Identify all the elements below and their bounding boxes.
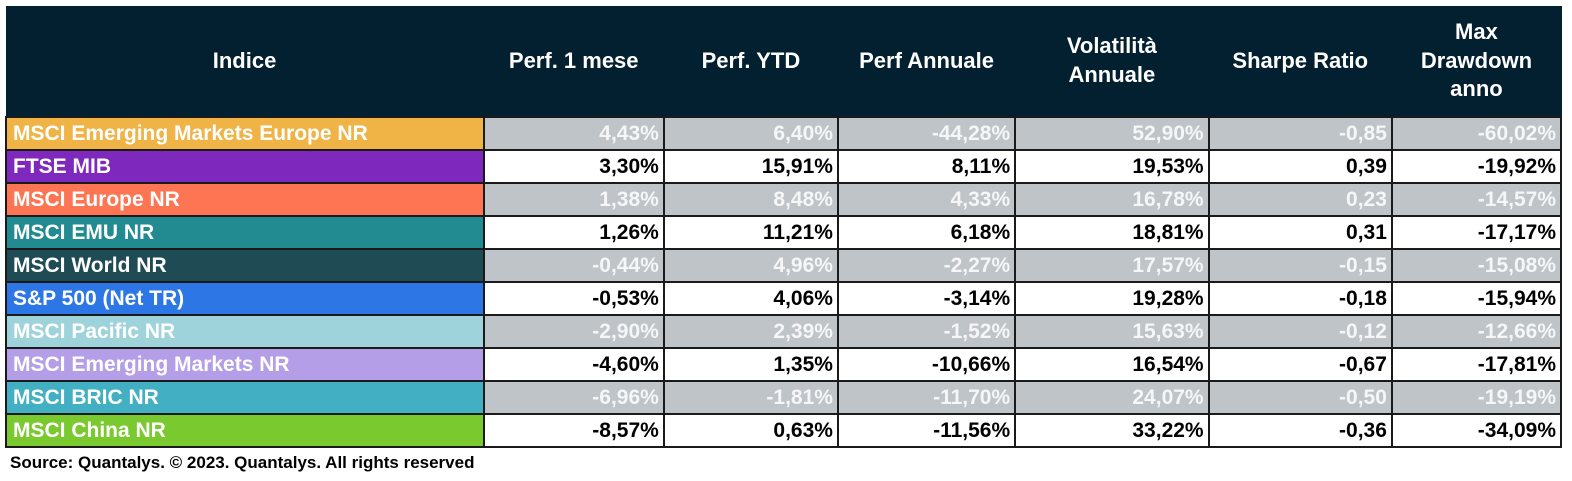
table-row: MSCI China NR -8,57% 0,63% -11,56% 33,22% -0,… <box>5 413 1563 448</box>
table-cell: -14,57% <box>1390 182 1563 217</box>
source-note: Source: Quantalys. © 2023. Quantalys. Al… <box>10 453 475 472</box>
table-cell: -0,67 <box>1207 347 1393 382</box>
table-cell: 0,63% <box>662 413 839 448</box>
table-cell: 4,06% <box>662 281 839 316</box>
table-cell: -0,36 <box>1207 413 1393 448</box>
table-cell: 0,31 <box>1207 215 1393 250</box>
row-index-name: MSCI Pacific NR <box>5 314 485 349</box>
table-cell: -6,96% <box>482 380 665 415</box>
table-cell: 18,81% <box>1014 215 1210 250</box>
table-cell: 2,39% <box>662 314 839 349</box>
table-cell: -17,17% <box>1390 215 1563 250</box>
table-row: FTSE MIB 3,30% 15,91% 8,11% 19,53% 0,39 -19,92… <box>5 149 1563 184</box>
table-cell: 6,40% <box>662 116 839 151</box>
col-header-perf-annual: Perf Annuale <box>837 6 1016 117</box>
table-cell: -11,56% <box>836 413 1017 448</box>
table-cell: -19,92% <box>1390 149 1563 184</box>
table-row: MSCI World NR -0,44% 4,96% -2,27% 17,57% -0,1… <box>5 248 1563 283</box>
table-row: S&P 500 (Net TR) -0,53% 4,06% -3,14% 19,28% -… <box>5 281 1563 316</box>
table-cell: -2,90% <box>482 314 665 349</box>
table-cell: 1,38% <box>482 182 665 217</box>
col-header-index: Indice <box>6 6 485 117</box>
row-index-name: FTSE MIB <box>5 149 485 184</box>
table-row: MSCI Emerging Markets NR -4,60% 1,35% -10,6… <box>5 347 1563 382</box>
table-cell: -1,81% <box>662 380 839 415</box>
table-cell: -0,53% <box>482 281 665 316</box>
table-cell: -15,08% <box>1390 248 1563 283</box>
table-cell: 1,26% <box>482 215 665 250</box>
table-cell: 24,07% <box>1014 380 1210 415</box>
table-cell: -0,50 <box>1207 380 1393 415</box>
table-cell: 3,30% <box>482 149 665 184</box>
table-cell: -34,09% <box>1390 413 1563 448</box>
table-cell: 8,11% <box>836 149 1017 184</box>
table-cell: 17,57% <box>1014 248 1210 283</box>
table-cell: -17,81% <box>1390 347 1563 382</box>
table-cell: 16,78% <box>1014 182 1210 217</box>
row-index-name: MSCI Emerging Markets NR <box>5 347 485 382</box>
col-header-perf-1-month: Perf. 1 mese <box>483 6 665 117</box>
table-cell: -0,12 <box>1207 314 1393 349</box>
table-cell: 1,35% <box>662 347 839 382</box>
table-row: MSCI Emerging Markets Europe NR 4,43% 6,40… <box>5 116 1563 151</box>
col-header-perf-ytd: Perf. YTD <box>663 6 839 117</box>
row-index-name: MSCI China NR <box>5 413 485 448</box>
table-cell: -0,15 <box>1207 248 1393 283</box>
table-row: MSCI Pacific NR -2,90% 2,39% -1,52% 15,63% -0… <box>5 314 1563 349</box>
table-cell: 0,23 <box>1207 182 1393 217</box>
table-cell: -3,14% <box>836 281 1017 316</box>
table-cell: -4,60% <box>482 347 665 382</box>
table-cell: -12,66% <box>1390 314 1563 349</box>
table-cell: 33,22% <box>1014 413 1210 448</box>
table-cell: 6,18% <box>836 215 1017 250</box>
col-header-max-drawdown: Max Drawdown anno <box>1391 6 1562 117</box>
row-index-name: MSCI BRIC NR <box>5 380 485 415</box>
header-row: Indice Perf. 1 mese Perf. YTD Perf Annua… <box>6 6 1562 117</box>
table-cell: 15,91% <box>662 149 839 184</box>
table-row: MSCI BRIC NR -6,96% -1,81% -11,70% 24,07% -0,… <box>5 380 1563 415</box>
table-row: MSCI EMU NR 1,26% 11,21% 6,18% 18,81% 0,31 -17… <box>5 215 1563 250</box>
table-cell: -11,70% <box>836 380 1017 415</box>
table-cell: -19,19% <box>1390 380 1563 415</box>
row-index-name: MSCI World NR <box>5 248 485 283</box>
col-header-volatility: Volatilità Annuale <box>1015 6 1210 117</box>
col-header-sharpe: Sharpe Ratio <box>1208 6 1393 117</box>
table-cell: -0,18 <box>1207 281 1393 316</box>
table-cell: -0,44% <box>482 248 665 283</box>
table-cell: 11,21% <box>662 215 839 250</box>
table-cell: 4,96% <box>662 248 839 283</box>
table-cell: -8,57% <box>482 413 665 448</box>
performance-table: Indice Perf. 1 mese Perf. YTD Perf Annua… <box>5 6 1563 448</box>
table-cell: -15,94% <box>1390 281 1563 316</box>
table-cell: 52,90% <box>1014 116 1210 151</box>
row-index-name: MSCI Europe NR <box>5 182 485 217</box>
table-cell: 15,63% <box>1014 314 1210 349</box>
table-cell: 19,28% <box>1014 281 1210 316</box>
table-cell: 16,54% <box>1014 347 1210 382</box>
table-cell: -0,85 <box>1207 116 1393 151</box>
table-cell: 8,48% <box>662 182 839 217</box>
table-body: MSCI Emerging Markets Europe NR 4,43% 6,40… <box>5 116 1563 448</box>
table-cell: -2,27% <box>836 248 1017 283</box>
table-cell: -60,02% <box>1390 116 1563 151</box>
row-index-name: S&P 500 (Net TR) <box>5 281 485 316</box>
table-row: MSCI Europe NR 1,38% 8,48% 4,33% 16,78% 0,23-… <box>5 182 1563 217</box>
row-index-name: MSCI EMU NR <box>5 215 485 250</box>
table-cell: 4,33% <box>836 182 1017 217</box>
table-cell: -1,52% <box>836 314 1017 349</box>
table-cell: 19,53% <box>1014 149 1210 184</box>
row-index-name: MSCI Emerging Markets Europe NR <box>5 116 485 151</box>
table-cell: 4,43% <box>482 116 665 151</box>
table-cell: 0,39 <box>1207 149 1393 184</box>
table-cell: -44,28% <box>836 116 1017 151</box>
table-cell: -10,66% <box>836 347 1017 382</box>
